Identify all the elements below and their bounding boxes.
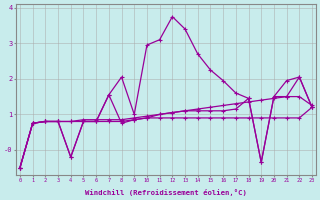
X-axis label: Windchill (Refroidissement éolien,°C): Windchill (Refroidissement éolien,°C): [85, 189, 247, 196]
